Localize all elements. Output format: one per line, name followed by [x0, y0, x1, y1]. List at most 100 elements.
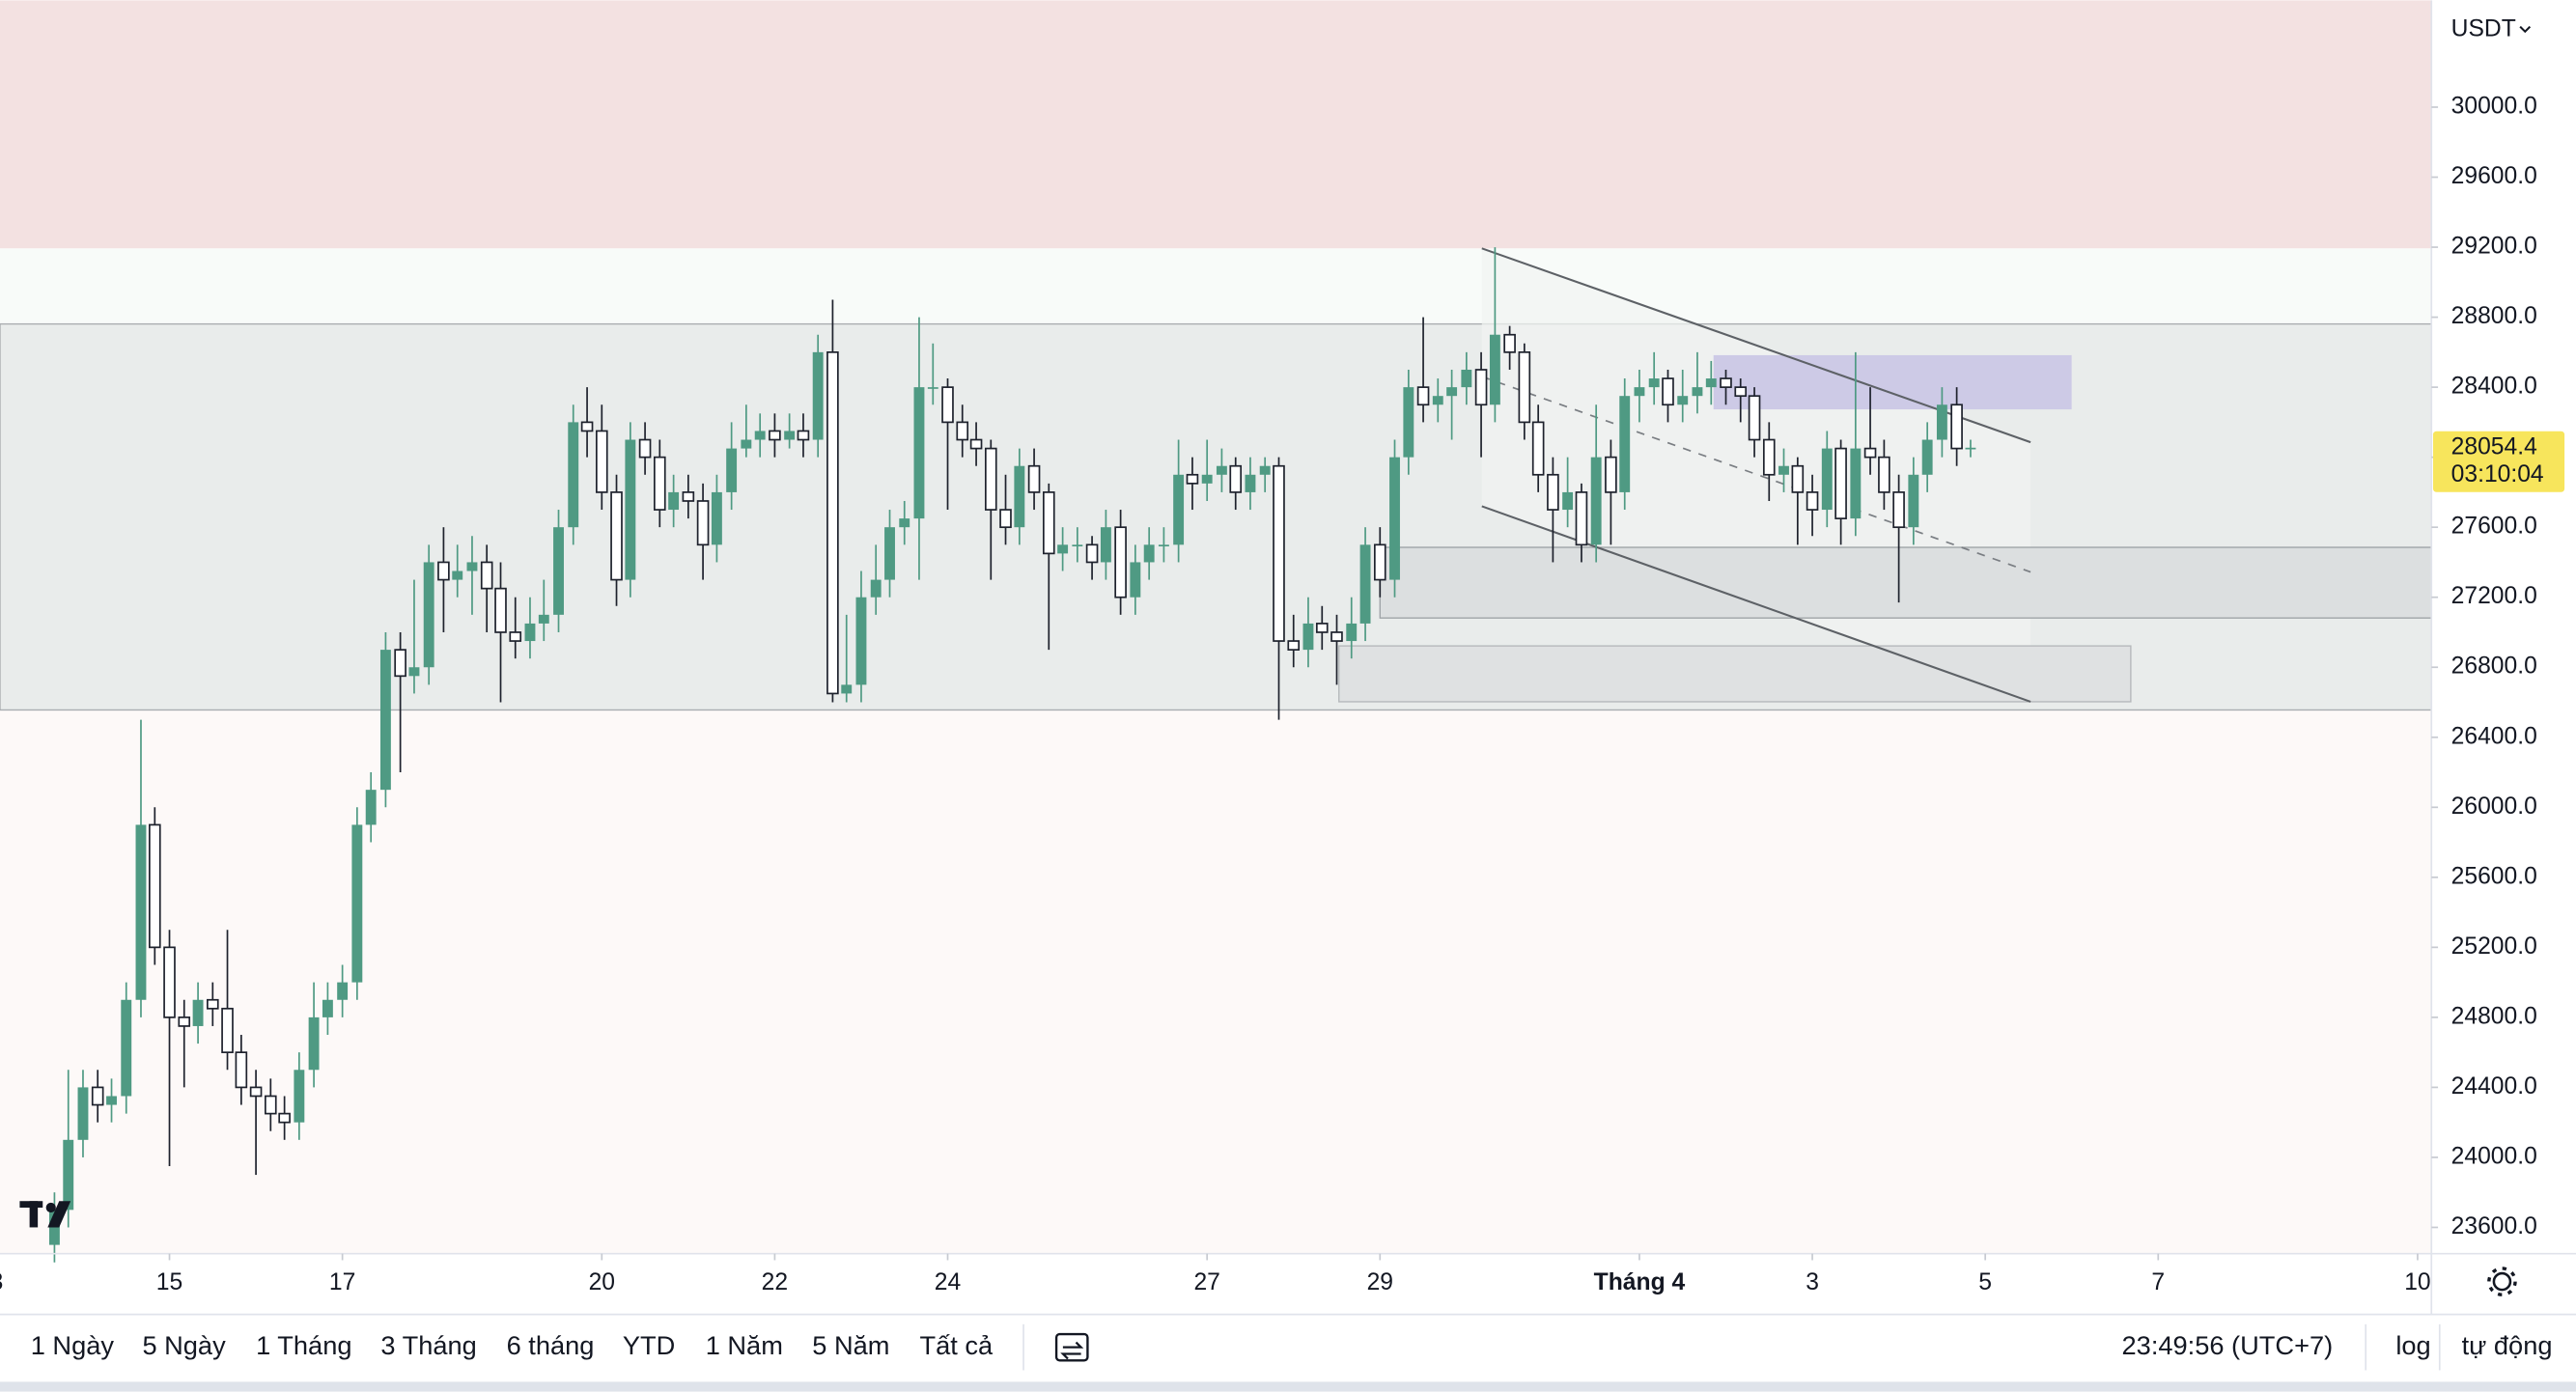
time-axis: 3 15 17 20 22 24 27 29 Tháng 4 3 5 7 10 — [0, 1253, 2431, 1295]
price-axis: 23600.0 24000.0 24400.0 24800.0 25200.0 25600… — [2431, 94, 2537, 1239]
range-button[interactable]: 5 Ngày — [142, 1330, 226, 1360]
last-price-label: 28054.4 03:10:04 — [2432, 431, 2565, 492]
candle-body — [1100, 527, 1111, 563]
candle-body — [1359, 544, 1371, 624]
x-tick-label: 3 — [1806, 1269, 1819, 1295]
gear — [2492, 1271, 2512, 1292]
candle-body — [1503, 333, 1516, 353]
candle-body — [913, 387, 925, 519]
candle-body — [1114, 526, 1127, 599]
candle-body — [1259, 465, 1271, 475]
candle-body — [654, 456, 666, 511]
candle-body — [1330, 631, 1343, 642]
candle-body — [63, 1139, 74, 1211]
candle-body — [553, 527, 564, 615]
candle-body — [1705, 378, 1717, 388]
candle-body — [337, 982, 349, 1000]
candle-body — [121, 999, 132, 1097]
candle-body — [1692, 387, 1703, 397]
candle-body — [682, 491, 695, 502]
candle-body — [77, 1087, 89, 1140]
y-tick-label: 27600.0 — [2451, 514, 2537, 540]
range-button[interactable]: 1 Tháng — [256, 1330, 351, 1360]
candle-body — [711, 491, 722, 545]
logo-part — [47, 1201, 71, 1228]
candle-body — [870, 579, 882, 598]
x-tick-label: 27 — [1193, 1269, 1219, 1295]
candle-body — [1590, 457, 1602, 545]
candle-body — [884, 527, 895, 580]
candles — [48, 247, 1976, 1263]
candle-body — [1130, 562, 1141, 598]
candle-body — [826, 351, 839, 695]
candle-body — [1778, 465, 1789, 475]
candle-body — [1834, 447, 1847, 519]
candle-body — [812, 351, 824, 440]
candle-body — [538, 614, 549, 624]
settings-icon[interactable] — [2487, 1267, 2517, 1296]
range-button[interactable]: 1 Năm — [706, 1330, 783, 1360]
range-button[interactable]: 6 tháng — [507, 1330, 595, 1360]
candle-body — [1531, 421, 1545, 476]
range-button[interactable]: 3 Tháng — [380, 1330, 476, 1360]
candle-body — [956, 421, 969, 441]
candle-body — [927, 387, 938, 389]
y-tick-label: 28800.0 — [2451, 303, 2537, 329]
candle-body — [1677, 396, 1689, 405]
candle-body — [1605, 456, 1617, 493]
candle-body — [1373, 543, 1386, 581]
demand-zone-lower — [1338, 645, 2132, 703]
candle-body — [394, 649, 406, 678]
range-button[interactable]: 5 Năm — [812, 1330, 889, 1360]
auto-toggle[interactable]: tự động — [2462, 1330, 2553, 1360]
candle-body — [969, 438, 983, 450]
range-button[interactable]: YTD — [623, 1330, 675, 1360]
candle-body — [135, 824, 147, 1000]
candle-body — [1619, 396, 1631, 492]
candle-body — [1014, 465, 1025, 528]
range-button[interactable]: 1 Ngày — [31, 1330, 115, 1360]
candle-body — [379, 650, 391, 791]
candle-body — [1461, 369, 1472, 388]
candle-body — [668, 491, 680, 511]
tradingview-logo — [19, 1201, 71, 1228]
candle-body — [494, 587, 507, 633]
demand-zone — [1379, 546, 2432, 619]
candle-body — [1734, 386, 1748, 398]
compare-dates-icon[interactable] — [1054, 1332, 1089, 1362]
candle-body — [1273, 464, 1285, 642]
channel-bottom — [1481, 505, 2031, 703]
candle-body — [1720, 377, 1732, 388]
countdown: 03:10:04 — [2451, 461, 2544, 487]
y-tick-label: 23600.0 — [2451, 1213, 2537, 1239]
candle-body — [1158, 544, 1169, 547]
candle-body — [1474, 369, 1488, 406]
range-button[interactable]: Tất cả — [919, 1330, 993, 1360]
candle-body — [769, 430, 781, 441]
y-tick-label: 24000.0 — [2451, 1143, 2537, 1169]
y-tick-label: 27200.0 — [2451, 583, 2537, 609]
candle-body — [1547, 473, 1559, 511]
candle-body — [1315, 623, 1329, 633]
candle-body — [1936, 404, 1947, 440]
x-tick-label: 22 — [762, 1269, 788, 1295]
plot-area — [0, 0, 2432, 1263]
currency-label[interactable]: USDT — [2451, 16, 2516, 42]
candle-body — [1085, 543, 1099, 564]
toolbar: 23:49:56 (UTC+7) log tự động 1 Ngày 5 Ngà… — [31, 1323, 2553, 1371]
candle-body — [797, 430, 810, 441]
candle-body — [452, 571, 463, 580]
candle-body — [1908, 474, 1919, 528]
log-toggle[interactable]: log — [2395, 1330, 2430, 1360]
supply-box — [1713, 354, 2072, 410]
candle-body — [784, 431, 796, 440]
y-tick-label: 30000.0 — [2451, 94, 2537, 120]
candle-body — [207, 998, 219, 1010]
candle-body — [741, 439, 752, 449]
candle-body — [1965, 447, 1976, 450]
candle-body — [1921, 439, 1933, 475]
candle-body — [1575, 491, 1588, 546]
candle-body — [596, 430, 608, 493]
y-tick-label: 26800.0 — [2451, 654, 2537, 680]
